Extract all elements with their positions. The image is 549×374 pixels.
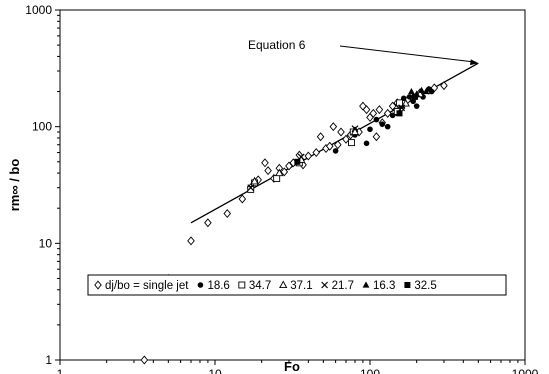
data-point: [406, 94, 413, 100]
data-point: [372, 132, 381, 142]
data-point: [350, 127, 360, 136]
data-point: [396, 110, 403, 117]
data-point: [411, 93, 418, 100]
data-point: [342, 134, 350, 144]
series-1: [140, 81, 448, 365]
legend-marker-1: [94, 280, 102, 290]
legend-label-3: 34.7: [249, 280, 271, 292]
data-point: [264, 166, 272, 176]
data-point: [362, 105, 371, 115]
axis-tick-labels: 1 10 100 1000 1 10 100 1000: [25, 3, 538, 374]
data-point: [384, 123, 391, 130]
data-point: [329, 122, 338, 132]
data-point: [369, 108, 378, 118]
y-tick-label: 10: [39, 236, 53, 250]
data-point: [275, 168, 284, 177]
data-point: [204, 218, 212, 228]
data-points: [140, 81, 448, 365]
data-point: [238, 194, 247, 204]
data-point: [373, 116, 380, 123]
legend-marker-4: [279, 280, 288, 289]
data-point: [398, 104, 406, 112]
legend-marker-3: [238, 281, 246, 289]
legend-box: [87, 274, 507, 296]
y-axis-label: rm∞ / bo: [7, 159, 22, 212]
annotation-text: Equation 6: [248, 38, 306, 52]
data-point: [250, 176, 259, 185]
annotation-arrow-line: [339, 45, 477, 63]
data-point: [312, 148, 321, 158]
data-point: [348, 139, 355, 147]
data-point: [428, 88, 435, 95]
data-point: [325, 141, 334, 151]
y-tick-label: 1000: [25, 3, 52, 17]
data-point: [422, 87, 430, 95]
y-tick-label: 100: [32, 120, 52, 134]
data-point: [294, 158, 301, 165]
data-point: [410, 98, 417, 105]
data-point: [363, 140, 370, 147]
data-point: [247, 184, 255, 192]
data-point: [351, 125, 359, 133]
legend-label-5: 21.7: [332, 280, 354, 292]
data-point: [187, 236, 195, 246]
legend-label-4: 37.1: [290, 280, 312, 292]
data-point: [273, 174, 281, 182]
data-point: [383, 108, 392, 118]
plot-frame: [59, 9, 526, 361]
x-tick-label: 1000: [512, 367, 539, 374]
data-point: [247, 185, 255, 193]
data-point: [304, 151, 313, 161]
x-axis-label: Fo: [284, 359, 300, 374]
annotation-arrow-head: [470, 59, 479, 66]
data-point: [379, 121, 386, 127]
x-tick-label: 10: [208, 367, 222, 374]
data-point: [140, 355, 149, 365]
annotation-arrow: [339, 45, 479, 66]
legend-marker-5: [321, 281, 329, 289]
data-point: [261, 158, 269, 168]
legend-label-2: 18.6: [207, 280, 229, 292]
data-point: [367, 126, 373, 133]
data-point: [316, 132, 325, 142]
y-tick-label: 1: [45, 353, 52, 367]
data-point: [285, 161, 293, 171]
data-point: [375, 105, 384, 115]
series-5: [247, 104, 406, 192]
data-point: [413, 103, 420, 109]
legend-label-6: 16.3: [373, 280, 395, 292]
legend-marker-2: [197, 282, 204, 288]
legend-label-7: 32.5: [414, 280, 436, 292]
data-point: [401, 98, 410, 107]
x-tick-label: 1: [57, 367, 64, 374]
legend-marker-6: [362, 281, 370, 288]
data-point: [223, 209, 232, 219]
series-7: [294, 93, 418, 165]
legend-marker-7: [404, 282, 411, 288]
data-point: [418, 86, 425, 93]
axis-ticks: [55, 9, 526, 365]
data-point: [280, 167, 289, 177]
legend-label-1: dj/bo = single jet: [105, 280, 189, 292]
data-point: [334, 140, 342, 150]
x-tick-label: 100: [360, 367, 380, 374]
data-point: [337, 127, 345, 137]
data-point: [408, 87, 415, 95]
legend: dj/bo = single jet 18.6 34.7 37.1 21.7 16.3 32…: [87, 274, 507, 296]
data-point: [332, 148, 339, 154]
data-point: [440, 81, 448, 91]
